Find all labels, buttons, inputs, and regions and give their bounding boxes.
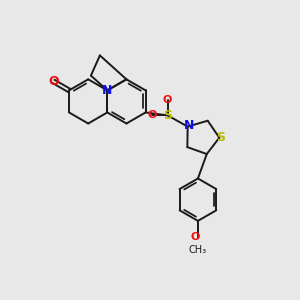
Text: O: O [148,110,157,120]
Text: CH₃: CH₃ [189,245,207,255]
Text: S: S [163,109,172,122]
Text: O: O [49,75,59,88]
Text: S: S [216,131,225,144]
Text: O: O [190,232,200,242]
Text: O: O [163,95,172,105]
Text: N: N [101,84,112,97]
Text: N: N [184,118,194,132]
